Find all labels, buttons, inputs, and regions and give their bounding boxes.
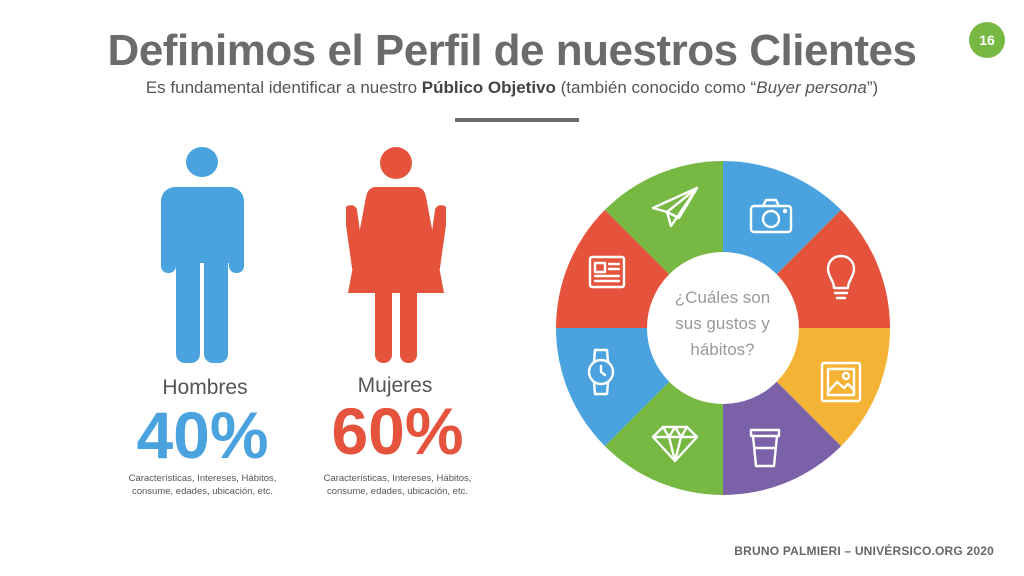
wheel-center-text: ¿Cuáles son sus gustos y hábitos? <box>655 285 790 363</box>
women-description: Características, Intereses, Hábitos, con… <box>305 472 490 498</box>
habits-wheel <box>556 161 890 495</box>
subtitle-italic: Buyer persona <box>756 78 867 97</box>
men-description: Características, Intereses, Hábitos, con… <box>110 472 295 498</box>
men-label: Hombres <box>162 376 248 399</box>
women-desc-line2: consume, edades, ubicación, etc. <box>326 486 468 497</box>
slide-title: Definimos el Perfil de nuestros Clientes <box>107 26 917 75</box>
picture-icon <box>820 361 862 403</box>
newspaper-icon <box>588 255 626 289</box>
footer-credit: BRUNO PALMIERI – UNIVÉRSICO.ORG 2020 <box>734 544 994 558</box>
wheel-center <box>647 252 799 404</box>
subtitle-text-mid: (también conocido como “ <box>555 78 757 97</box>
diamond-icon <box>651 425 699 463</box>
coffee-cup-icon <box>749 428 781 468</box>
page-number-badge: 16 <box>969 22 1005 58</box>
women-desc-line1: Características, Intereses, Hábitos, <box>323 473 472 484</box>
men-desc-line2: consume, edades, ubicación, etc. <box>131 486 273 497</box>
subtitle-text-end: ”) <box>866 78 879 97</box>
paper-plane-icon <box>651 186 699 228</box>
subtitle-text: Es fundamental identificar a nuestro <box>145 78 422 97</box>
man-icon <box>161 147 244 363</box>
woman-icon <box>346 147 446 363</box>
lightbulb-icon <box>826 254 856 300</box>
slide-subtitle: Es fundamental identificar a nuestro Púb… <box>0 78 1024 98</box>
center-line-3: hábitos? <box>690 340 755 359</box>
center-line-2: sus gustos y <box>675 314 770 333</box>
center-line-1: ¿Cuáles son <box>674 288 771 307</box>
men-desc-line1: Características, Intereses, Hábitos, <box>128 473 277 484</box>
women-label: Mujeres <box>357 374 433 397</box>
watch-icon <box>587 348 615 396</box>
men-percent: 40% <box>136 398 269 472</box>
camera-icon <box>749 198 793 234</box>
subtitle-bold: Público Objetivo <box>421 78 556 97</box>
women-percent: 60% <box>331 394 464 468</box>
title-divider <box>455 118 579 122</box>
